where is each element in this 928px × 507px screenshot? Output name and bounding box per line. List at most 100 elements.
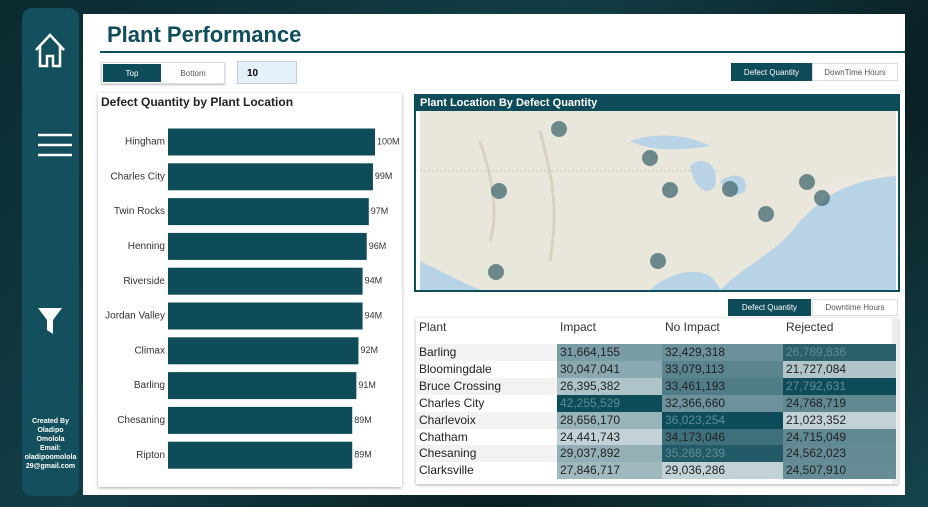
value-label: 94M [365,276,383,286]
value-label: 94M [365,310,383,320]
value-cell: 24,768,719 [783,394,896,412]
plant-cell: Chatham [416,428,557,446]
value-cell: 42,255,529 [557,394,662,412]
value-cell: 29,037,892 [557,445,662,463]
plant-cell: Bruce Crossing [416,377,557,395]
bar-chart-card: Defect Quantity by Plant Location Hingha… [98,93,402,487]
value-label: 92M [360,345,378,355]
plant-bubble[interactable] [491,183,507,199]
value-label: 96M [369,241,387,251]
value-label: 89M [354,450,372,460]
value-label: 91M [358,380,376,390]
plant-cell: Charlevoix [416,411,557,429]
rank-toggle [101,62,225,84]
plant-cell: Chesaning [416,445,557,463]
value-cell: 24,507,910 [783,462,896,480]
column-header: No Impact [665,320,720,334]
value-cell: 31,664,155 [557,344,662,361]
value-cell: 21,023,352 [783,411,896,429]
value-cell: 24,441,743 [557,428,662,446]
rank-count[interactable]: 10 [237,61,297,84]
category-label: Ripton [136,450,165,461]
bar [168,337,359,365]
value-cell: 32,429,318 [662,344,783,361]
metric-option[interactable]: Defect Quantity [731,63,812,81]
value-cell: 33,461,193 [662,377,783,395]
metric-option[interactable]: DownTime Hours [812,63,898,81]
rank-option[interactable]: Bottom [163,64,223,82]
value-cell: 36,023,254 [662,411,783,429]
bar [168,232,367,260]
value-cell: 34,173,046 [662,428,783,446]
bar [168,163,373,191]
page-title: Plant Performance [107,22,302,47]
plant-bubble[interactable] [799,174,815,190]
category-label: Hingham [125,137,165,148]
bar [168,128,375,156]
column-header: Impact [560,320,597,334]
column-header: Rejected [786,320,834,334]
sidebar-icons [35,33,72,334]
bar-chart: Defect Quantity by Plant Location Hingha… [101,95,400,469]
table: Plant Impact No Impact Rejected Barling 31,66… [416,318,898,484]
plant-bubble[interactable] [488,264,504,280]
credit-line: Omolola [36,436,65,443]
plant-bubble[interactable] [662,182,678,198]
category-label: Charles City [111,171,165,182]
value-cell: 28,656,170 [557,411,662,429]
value-cell: 24,562,023 [783,445,896,463]
bar [168,372,357,400]
value-cell: 27,846,717 [557,462,662,480]
plant-bubble[interactable] [650,253,666,269]
category-label: Barling [134,380,165,391]
value-cell: 32,366,660 [662,394,783,412]
filter-icon[interactable] [38,308,62,334]
rank-option[interactable]: Top [103,64,161,82]
map-title: Plant Location By Defect Quantity [416,96,898,111]
sidebar: Created By Oladipo Omolola Email: oladipoomo… [22,8,79,496]
credit-line: oladipoomolola [24,454,77,461]
plant-bubble[interactable] [814,190,830,206]
plant-cell: Bloomingdale [416,360,557,378]
map-card: Plant Location By Defect Quantity [414,94,900,292]
plant-bubble[interactable] [642,150,658,166]
value-cell: 24,715,049 [783,428,896,446]
category-label: Climax [134,345,165,356]
credit-line: Oladipo [37,427,64,434]
table-metric-option[interactable]: Defect Quantity [728,299,811,316]
value-cell: 33,079,113 [662,360,783,378]
category-label: Twin Rocks [114,206,165,217]
table-metric-option[interactable]: Downtime Hours [812,299,898,316]
credit-line: Created By [32,418,69,425]
value-label: 100M [377,136,400,146]
plant-bubble[interactable] [758,206,774,222]
category-label: Jordan Valley [105,311,165,322]
home-icon[interactable] [35,33,65,68]
category-label: Henning [128,241,165,252]
value-label: 89M [354,415,372,425]
credit-line: 29@gmail.com [25,463,76,470]
value-cell: 29,036,286 [662,462,783,480]
value-cell: 21,727,084 [783,360,896,378]
bar [168,406,353,434]
bar [168,441,353,469]
value-cell: 26,395,382 [557,377,662,395]
chart-title: Defect Quantity by Plant Location [101,95,293,109]
value-cell: 26,789,836 [783,344,896,361]
plant-bubble[interactable] [722,181,738,197]
value-label: 97M [371,206,389,216]
title-rule [100,51,905,53]
value-label: 99M [375,171,393,181]
category-label: Riverside [123,276,165,287]
plant-bubble[interactable] [551,121,567,137]
menu-icon[interactable] [38,133,72,157]
credit-line: Email: [39,445,61,452]
map [420,111,896,290]
plant-bubbles [488,121,830,280]
bar [168,302,363,330]
value-cell: 35,268,239 [662,445,783,463]
plant-cell: Clarksville [416,462,557,480]
value-cell: 30,047,041 [557,360,662,378]
bar [168,267,363,295]
